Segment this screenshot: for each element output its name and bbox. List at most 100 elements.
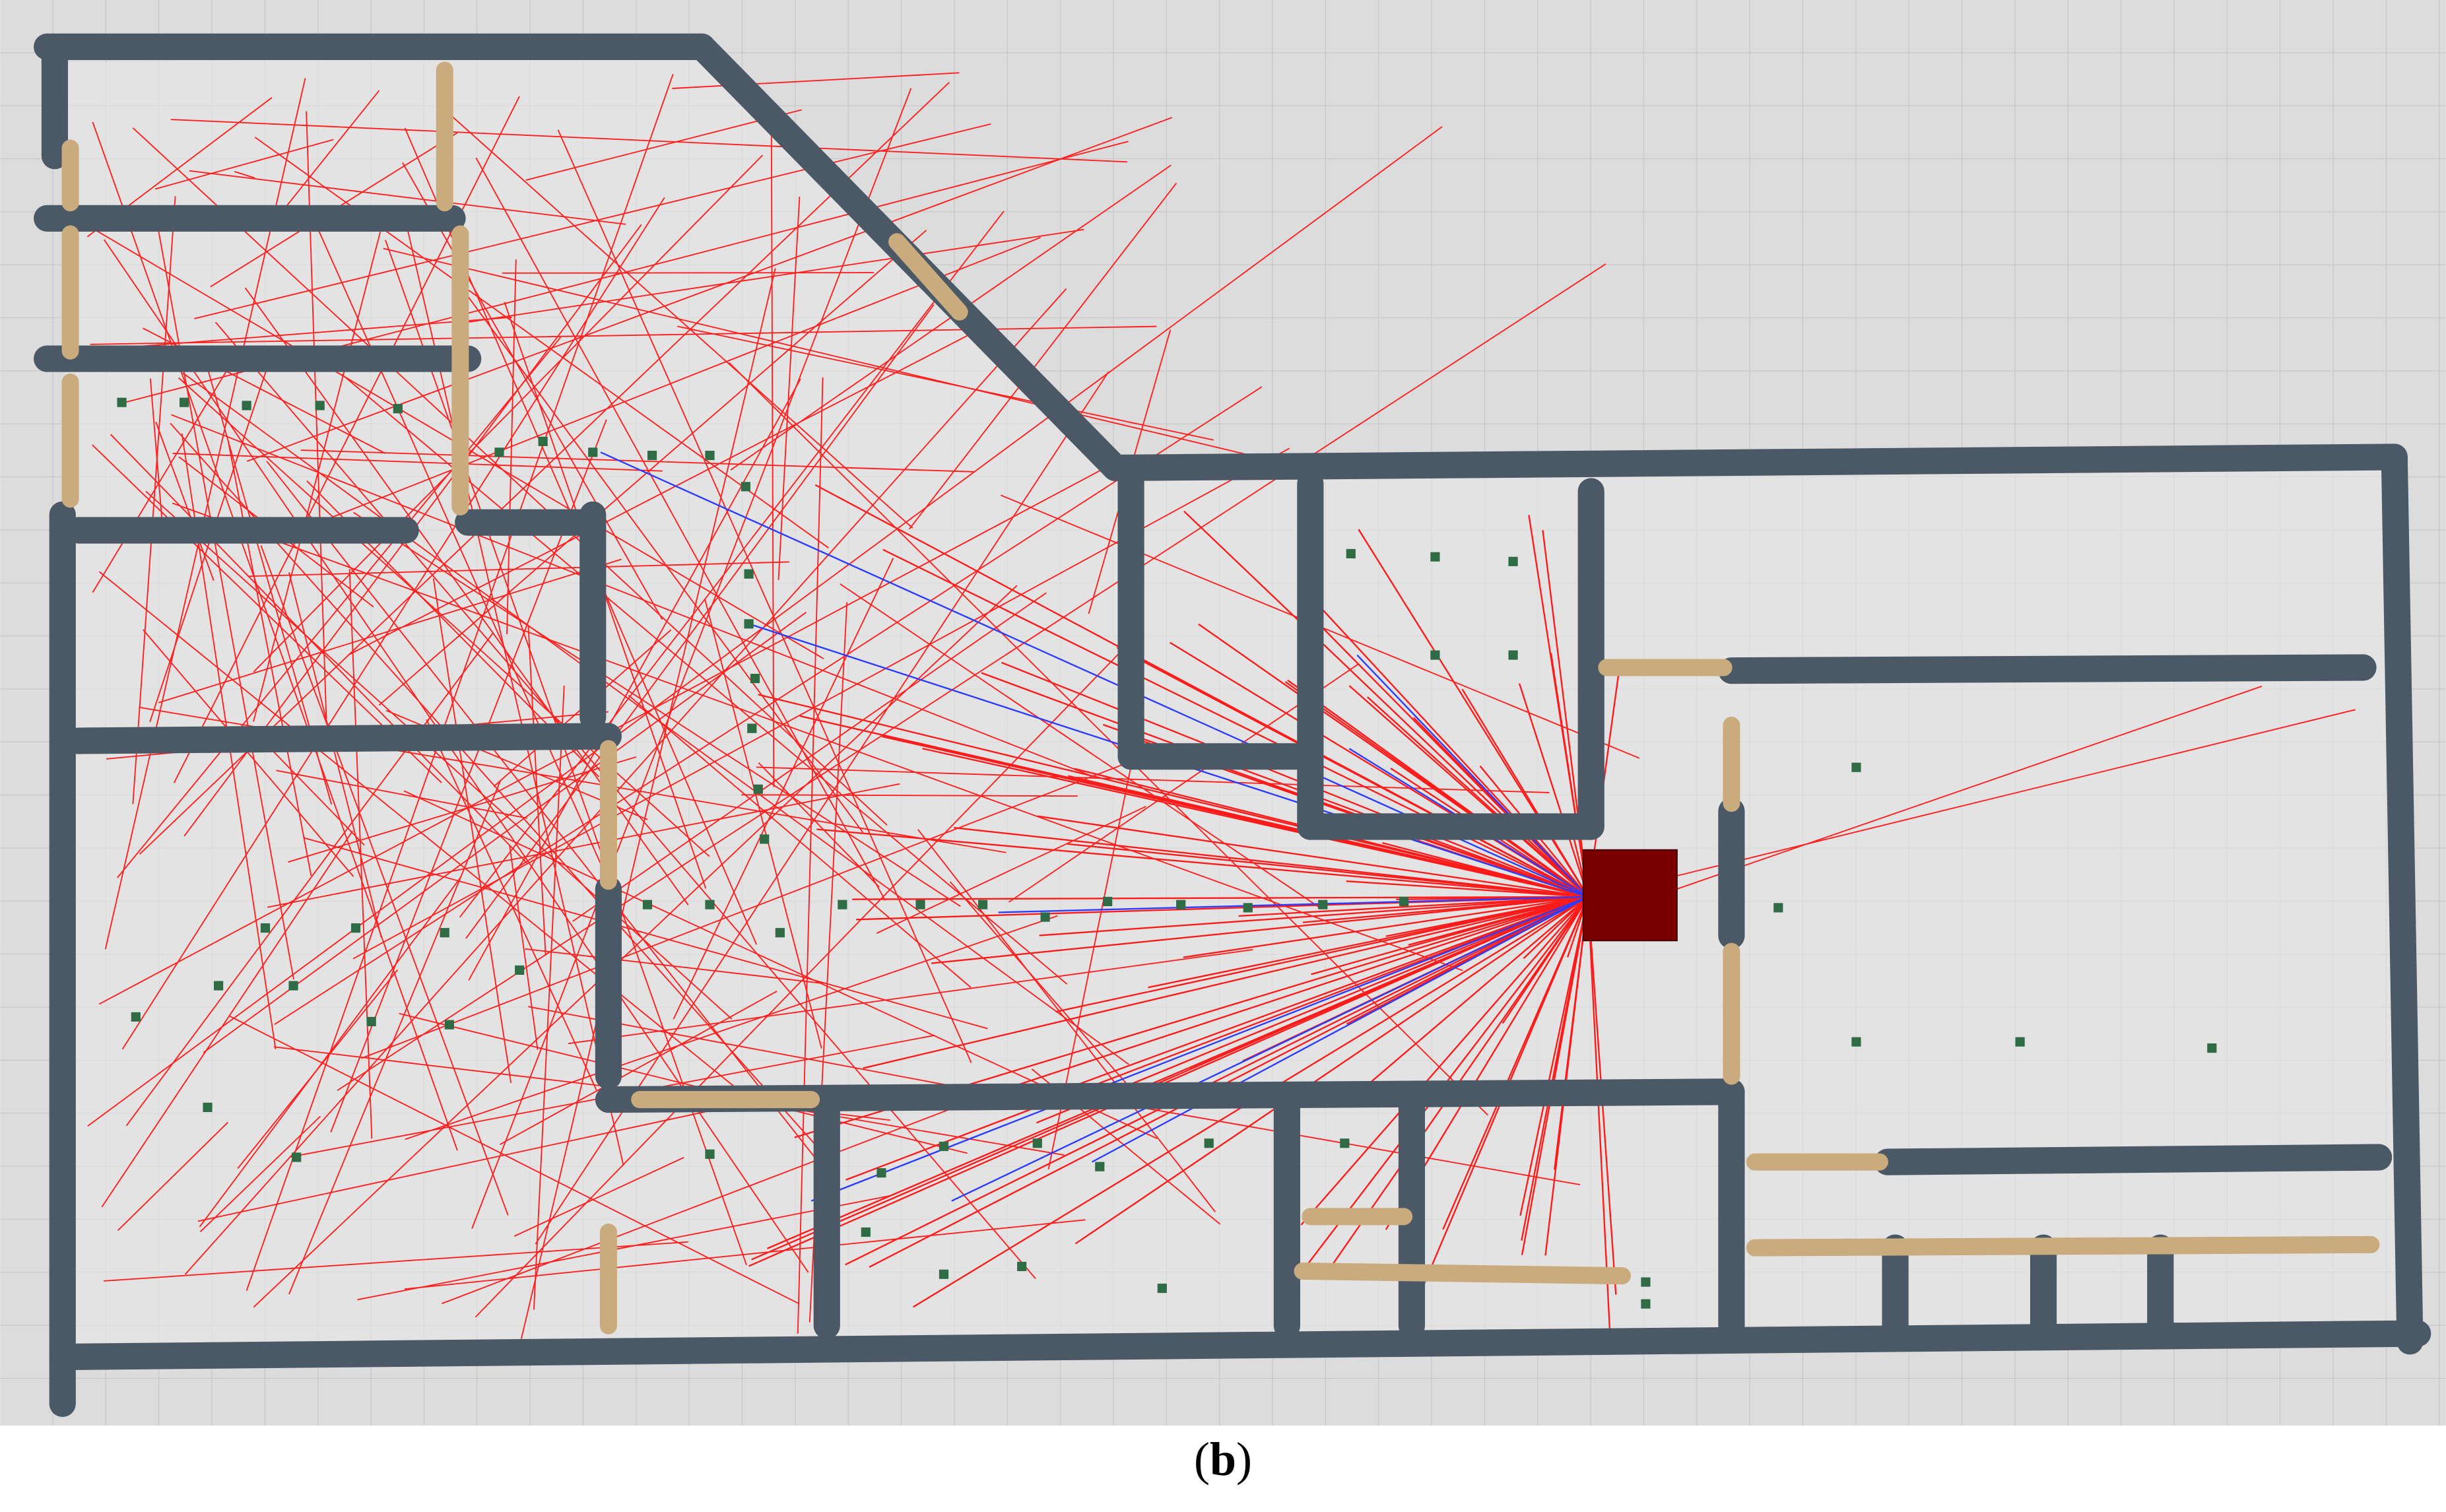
receiver (1318, 900, 1328, 909)
ray (104, 1241, 688, 1282)
floor-plan-render (0, 0, 2446, 1426)
direct-ray (951, 896, 1589, 1202)
receiver (1157, 1283, 1167, 1294)
ray (360, 762, 1129, 1059)
ray (509, 845, 539, 1050)
receiver (588, 447, 598, 457)
ray (1238, 896, 1589, 917)
ray (330, 419, 607, 1133)
receivers (117, 397, 2217, 1309)
receiver (444, 1020, 454, 1030)
caption-letter: b (1209, 1433, 1237, 1486)
ray (383, 247, 1272, 461)
ray (87, 126, 1443, 1127)
direct-ray (1091, 896, 1589, 1163)
ray (758, 762, 880, 888)
receiver (1851, 762, 1861, 772)
receiver (753, 784, 763, 794)
ray (1183, 896, 1589, 958)
ray (170, 422, 830, 1161)
receiver (939, 1141, 949, 1152)
ray (797, 377, 824, 1334)
ray (172, 502, 1463, 971)
receiver (2207, 1043, 2217, 1053)
ray (215, 321, 1036, 1279)
ray (117, 1121, 228, 1232)
ray (296, 237, 1041, 532)
ray (845, 896, 1589, 1181)
wall (1102, 444, 2408, 482)
ray (234, 171, 255, 179)
ray (110, 434, 529, 865)
ray (92, 121, 458, 1151)
ray (348, 569, 373, 1139)
receiver (741, 482, 750, 492)
ray (1311, 896, 1589, 975)
ray (863, 896, 1589, 1069)
direct-ray (998, 896, 1589, 913)
ray (981, 672, 1589, 898)
ray (404, 1219, 1086, 1290)
receiver (1243, 903, 1253, 913)
ray (353, 511, 961, 907)
ray (92, 367, 229, 593)
ray (101, 830, 354, 1208)
ray (171, 414, 1095, 778)
ray (246, 73, 674, 1291)
ray (378, 230, 927, 706)
ray (248, 561, 789, 577)
ray (1346, 880, 1589, 898)
receiver (775, 928, 785, 938)
wall (1874, 1144, 2393, 1175)
ray (145, 490, 733, 1020)
receiver (744, 619, 754, 629)
ray (253, 232, 381, 722)
receiver (2015, 1037, 2025, 1047)
receiver (1773, 903, 1783, 913)
ray (1311, 598, 1589, 898)
ray (337, 263, 1606, 1092)
receiver (350, 923, 361, 933)
transmitter (1582, 849, 1678, 942)
ray (276, 770, 527, 819)
receiver (1430, 552, 1440, 562)
receiver (750, 673, 760, 684)
wall (65, 723, 622, 754)
ray (274, 386, 1263, 1025)
receiver (1204, 1138, 1214, 1148)
door (888, 233, 968, 321)
ray (1518, 683, 1589, 898)
ray (142, 629, 354, 877)
ray (728, 362, 1488, 1116)
receiver (647, 450, 657, 461)
ray (158, 558, 622, 704)
ray (227, 440, 312, 876)
ray (96, 316, 512, 350)
receiver (1040, 912, 1050, 922)
receiver (131, 1012, 141, 1022)
ray (426, 719, 598, 1092)
receiver (203, 1102, 213, 1112)
ray (260, 545, 509, 1216)
ray (1676, 685, 2263, 890)
ray (139, 82, 950, 855)
ray (876, 805, 1146, 935)
ray (197, 1096, 774, 1222)
ray (172, 453, 663, 472)
receiver (1851, 1037, 1861, 1047)
ray (1137, 1106, 1581, 1186)
ray (1519, 896, 1589, 1216)
ray (845, 896, 1589, 1266)
receiver (705, 900, 715, 909)
receiver (642, 900, 653, 909)
ray (954, 826, 1589, 898)
ray (852, 896, 1589, 900)
ray (399, 1012, 968, 1154)
ray (1502, 896, 1589, 1024)
caption-open: ( (1193, 1433, 1210, 1486)
door (1294, 1263, 1631, 1285)
ray (357, 1195, 890, 1301)
wall (49, 1320, 2431, 1371)
ray (1360, 896, 1589, 1092)
